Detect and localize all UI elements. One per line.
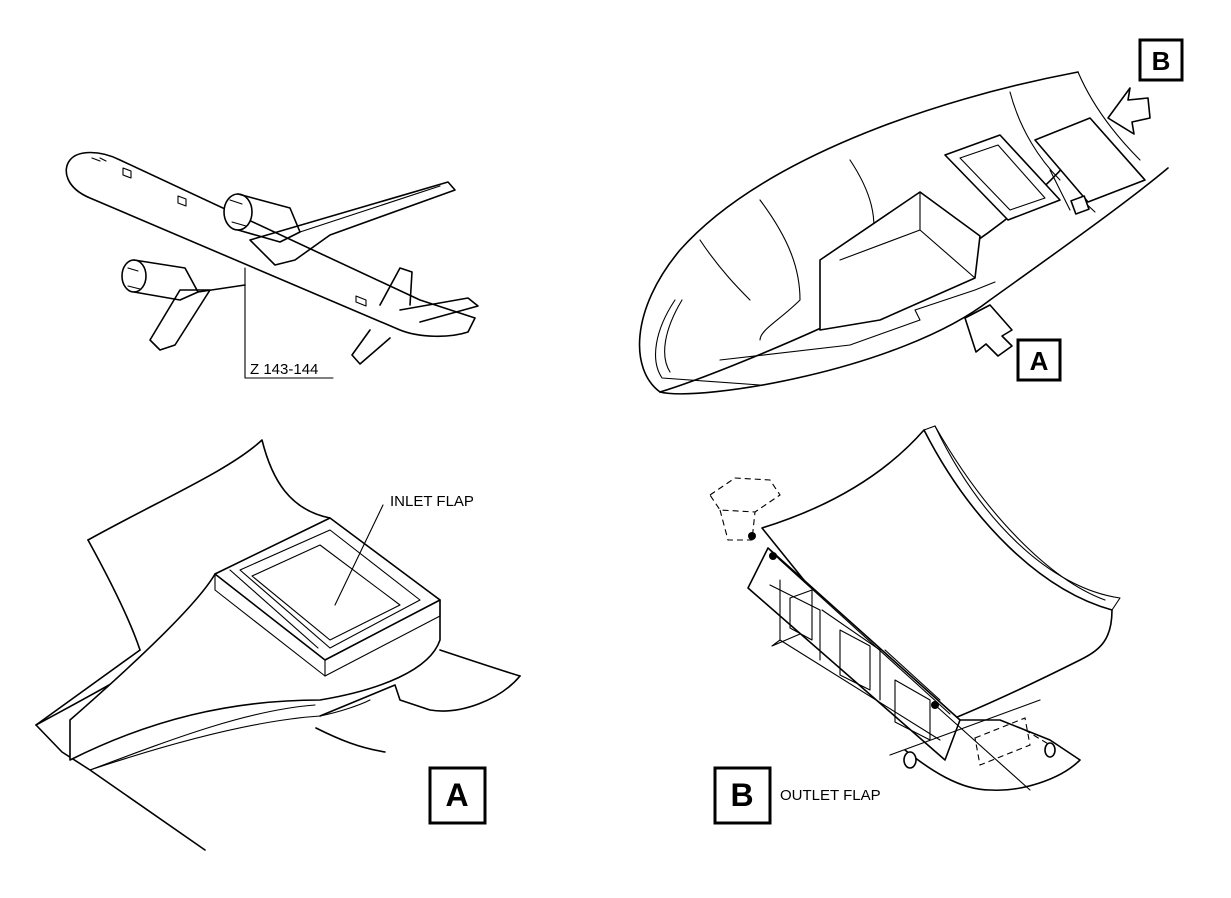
view-a-arrow-icon [964,304,1013,357]
view-b-title-label: B [730,777,753,813]
view-a-inlet-flap: INLET FLAP A [35,439,521,851]
view-a-callout-box [1016,338,1062,382]
inlet-flap-label: INLET FLAP [390,493,474,510]
aircraft-locator: Z 143-144 [65,151,479,379]
view-b-callout-box [1138,38,1184,82]
view-a-title-label: A [445,777,468,813]
view-b-outlet-flap: B OUTLET FLAP [709,425,1121,825]
view-b-callout-label: B [1152,46,1171,76]
belly-overview: A B [638,38,1184,395]
view-b-title-box [713,766,772,825]
view-b-arrow-icon [1107,87,1151,135]
zone-label: Z 143-144 [250,361,318,378]
view-a-title-box [428,766,487,825]
view-a-callout-label: A [1030,346,1049,376]
outlet-flap-label: OUTLET FLAP [780,787,881,804]
